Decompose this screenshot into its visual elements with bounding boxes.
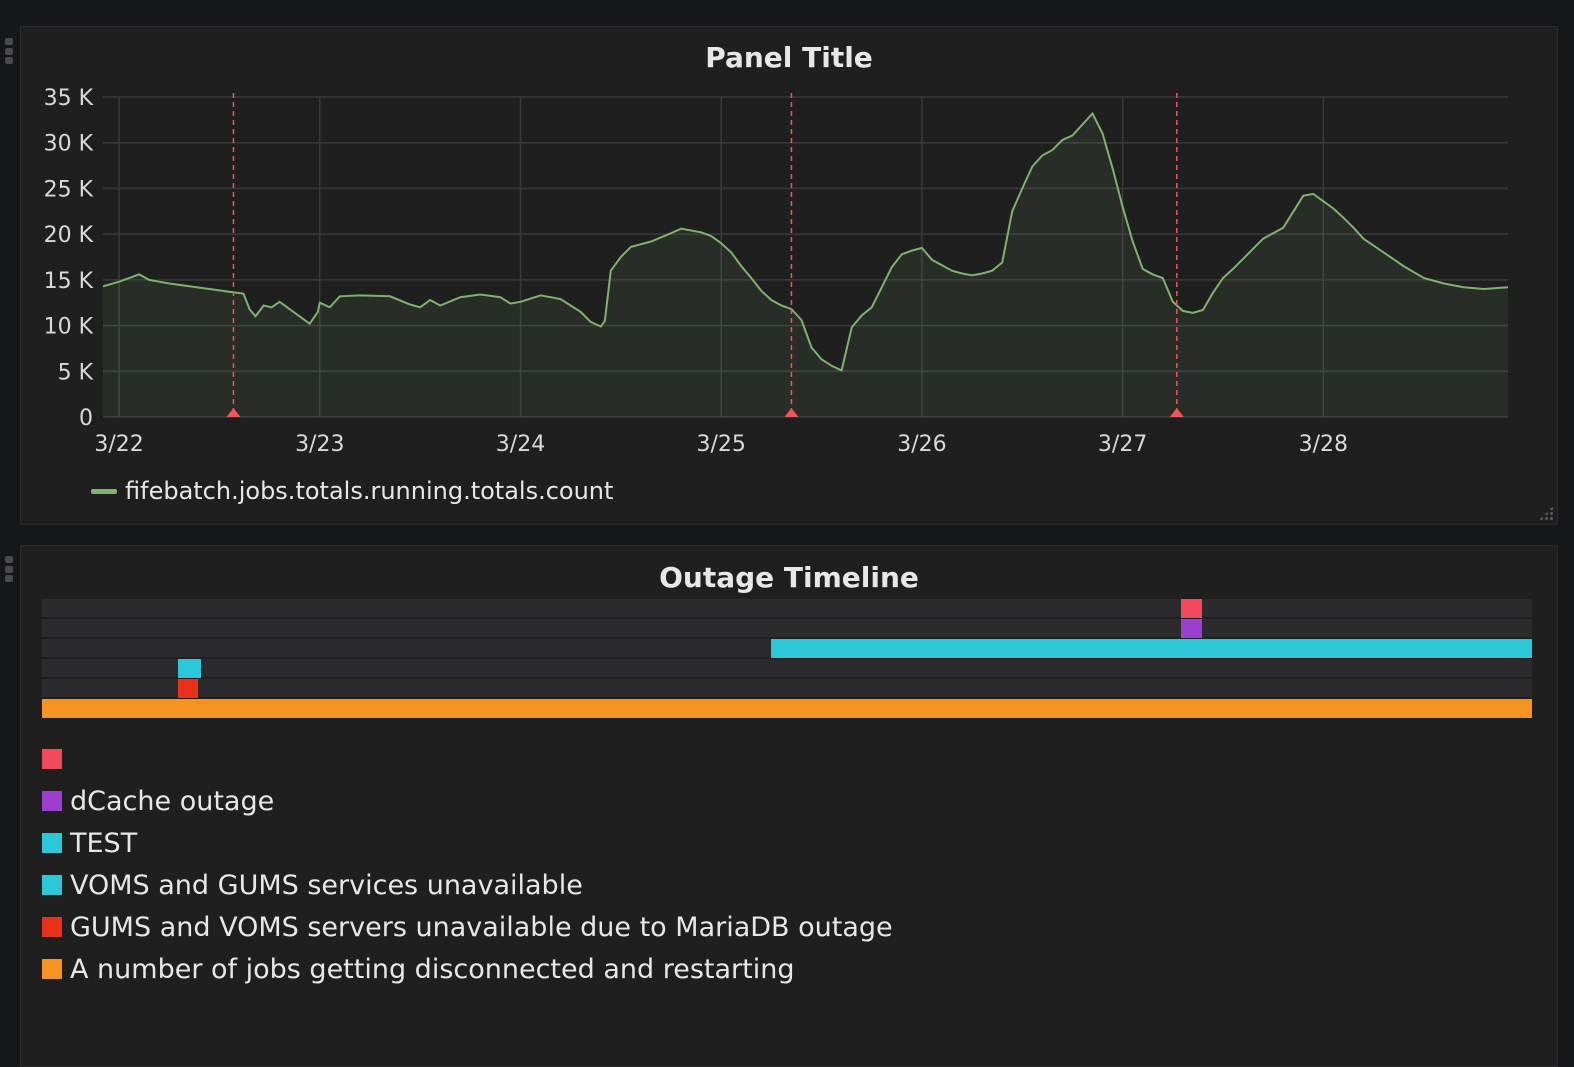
outage-bar-jobs-disconnected — [42, 699, 1532, 718]
annotation-marker — [226, 408, 241, 417]
legend-swatch — [42, 833, 62, 853]
legend-swatch — [42, 959, 62, 979]
legend-swatch — [42, 749, 62, 769]
y-tick-label: 20 K — [44, 223, 94, 248]
legend-item[interactable]: TEST — [42, 822, 893, 864]
timeline-panel-drag-handle[interactable] — [5, 556, 13, 582]
legend-item[interactable]: A number of jobs getting disconnected an… — [42, 948, 893, 990]
y-tick-label: 0 — [79, 406, 93, 431]
annotation-marker — [1169, 408, 1184, 417]
graph-legend[interactable]: fifebatch.jobs.totals.running.totals.cou… — [91, 477, 613, 505]
chart-grid — [103, 96, 1508, 418]
y-tick-label: 35 K — [44, 86, 94, 111]
legend-swatch — [42, 791, 62, 811]
x-tick-label: 3/26 — [897, 432, 946, 457]
x-tick-label: 3/27 — [1098, 432, 1147, 457]
y-axis: 0 5 K 10 K 15 K 20 K 25 K 30 K 35 K — [44, 86, 94, 431]
annotations-layer — [226, 93, 1184, 417]
outage-bar-test — [771, 639, 1532, 658]
time-series-chart[interactable]: 05 K10 K15 K20 K25 K30 K35 K 3/22 3/23 3/2… — [21, 27, 1557, 524]
legend-item[interactable]: dCache outage — [42, 780, 893, 822]
series-area — [102, 111, 1509, 417]
annotation-marker — [784, 408, 799, 417]
x-tick-label: 3/28 — [1299, 432, 1348, 457]
legend-item[interactable] — [42, 738, 893, 780]
legend-label: A number of jobs getting disconnected an… — [70, 953, 795, 985]
graph-panel: Panel Title 0 5 K 10 K 15 K 20 K 25 K 30 K 35 K… — [20, 26, 1558, 525]
legend-item[interactable]: GUMS and VOMS servers unavailable due to… — [42, 906, 893, 948]
y-tick-label: 25 K — [44, 177, 94, 202]
outage-bar-mariadb — [178, 679, 198, 698]
timeline-row — [42, 679, 1532, 697]
legend-label: dCache outage — [70, 785, 275, 817]
series-fill — [103, 113, 1508, 417]
legend-swatch — [42, 875, 62, 895]
legend-item[interactable]: VOMS and GUMS services unavailable — [42, 864, 893, 906]
x-tick-label: 3/23 — [295, 432, 344, 457]
x-tick-label: 3/25 — [696, 432, 745, 457]
legend-series-swatch — [91, 488, 117, 494]
legend-series-label[interactable]: fifebatch.jobs.totals.running.totals.cou… — [125, 477, 614, 505]
timeline-legend: dCache outage TEST VOMS and GUMS service… — [42, 738, 893, 990]
legend-label: GUMS and VOMS servers unavailable due to… — [70, 911, 893, 943]
timeline-row — [42, 599, 1532, 617]
y-tick-label: 15 K — [44, 269, 94, 294]
timeline-panel: Outage Timeline dCache outage TEST VOMS … — [20, 545, 1558, 1067]
y-tick-label: 10 K — [44, 315, 94, 340]
y-tick-label: 5 K — [58, 360, 94, 385]
outage-timeline-chart[interactable] — [21, 546, 1557, 726]
outage-bar-voms-gums — [178, 659, 201, 678]
legend-swatch — [42, 917, 62, 937]
y-tick-label: 30 K — [44, 132, 94, 157]
outage-bar-dcache — [1181, 619, 1202, 638]
timeline-row — [42, 659, 1532, 677]
outage-bar-unnamed — [1181, 599, 1202, 618]
x-tick-label: 3/24 — [496, 432, 545, 457]
x-axis: 3/22 3/23 3/24 3/25 3/26 3/27 3/28 — [94, 432, 1348, 457]
timeline-row — [42, 619, 1532, 637]
legend-label: TEST — [70, 827, 138, 859]
x-tick-label: 3/22 — [94, 432, 143, 457]
graph-panel-drag-handle[interactable] — [5, 38, 13, 64]
panel-title[interactable]: Panel Title — [705, 41, 873, 74]
timeline-title[interactable]: Outage Timeline — [659, 561, 919, 594]
series-line — [102, 111, 1509, 372]
legend-label: VOMS and GUMS services unavailable — [70, 869, 583, 901]
